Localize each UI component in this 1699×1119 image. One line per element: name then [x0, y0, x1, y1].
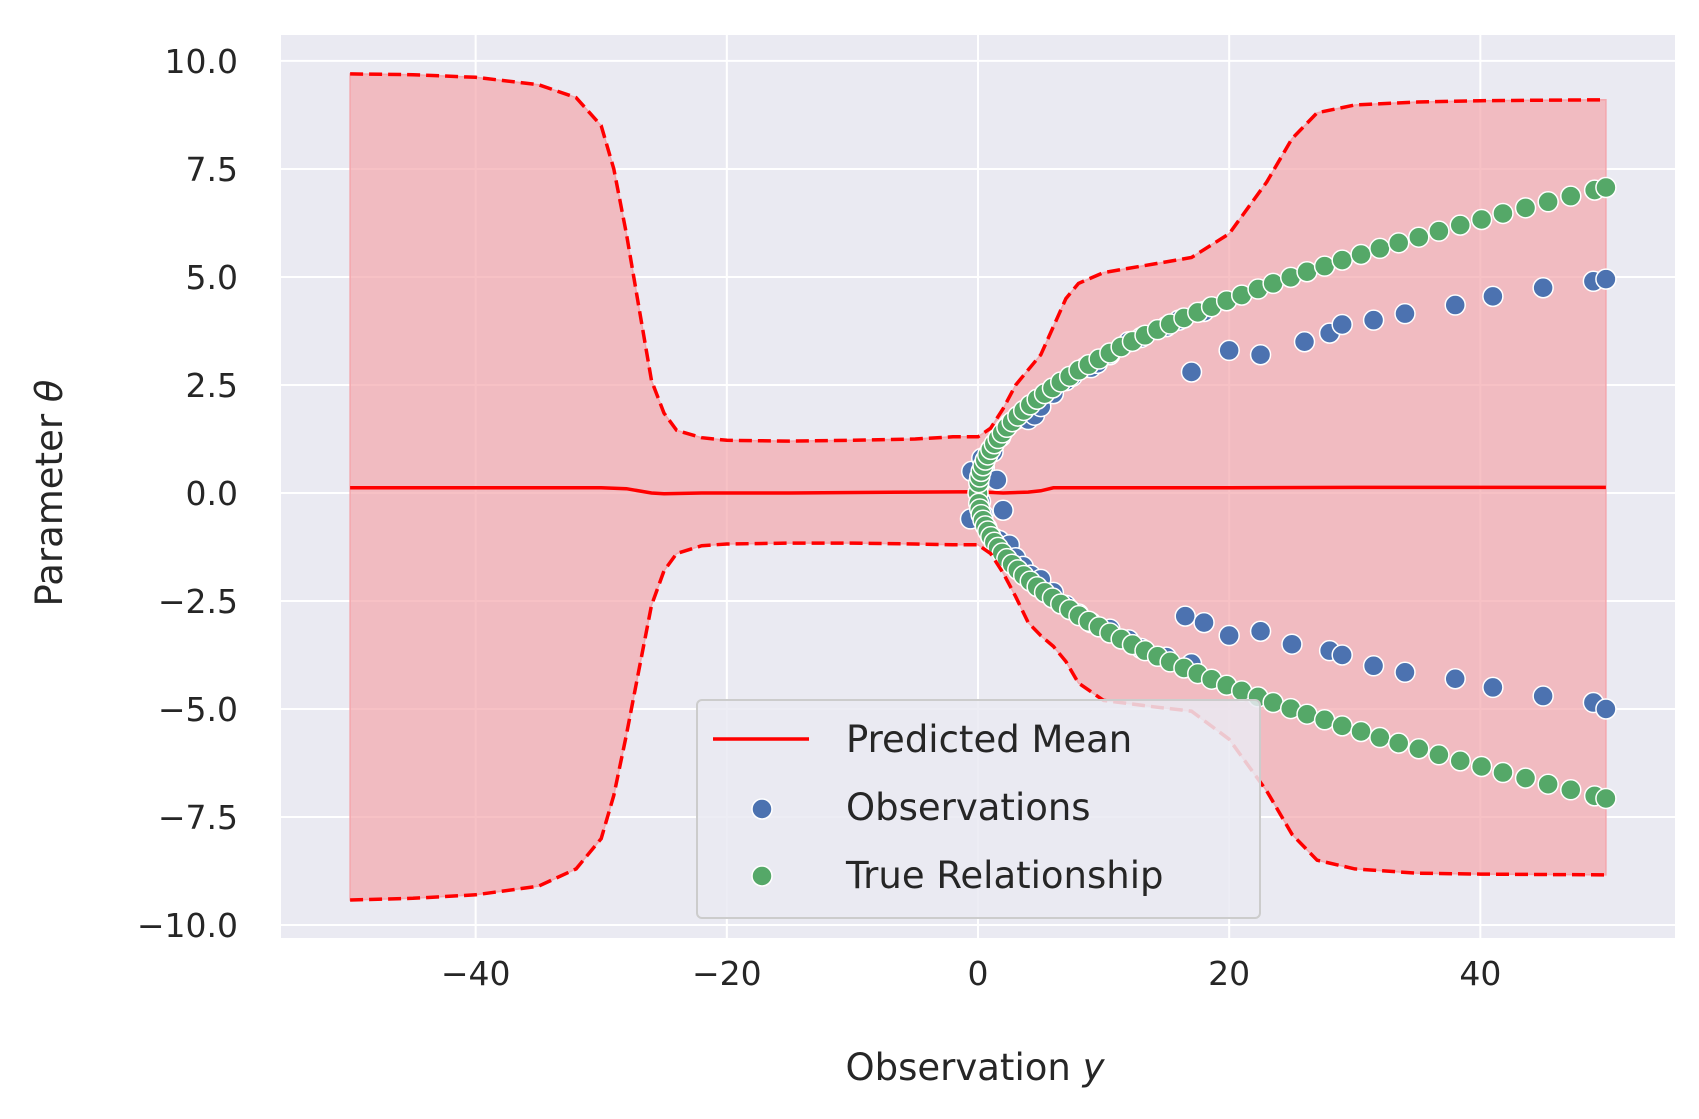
y-axis: 10.0 7.5 5.0 2.5 0.0 −2.5 −5.0 −7.5 −10.0	[137, 42, 238, 945]
true-relationship-point	[1595, 176, 1617, 199]
y-tick-label: −2.5	[158, 582, 238, 621]
observation-point	[1218, 624, 1240, 647]
true-relationship-point	[1492, 202, 1514, 225]
plot-area	[281, 35, 1675, 938]
x-tick-label: 40	[1459, 954, 1501, 993]
y-axis-label-main: Parameter	[28, 402, 71, 606]
x-tick-label: −20	[692, 954, 762, 993]
observation-point	[992, 499, 1014, 522]
true-relationship-point	[1595, 787, 1617, 810]
true-relationship-point	[1369, 726, 1391, 749]
x-axis-label-variable: y	[1082, 1046, 1106, 1089]
true-relationship-point	[1350, 720, 1372, 743]
legend-label-true-relationship: True Relationship	[845, 854, 1163, 897]
true-relationship-point	[1514, 767, 1537, 789]
observation-point	[1532, 685, 1554, 707]
true-relationship-point	[1350, 243, 1372, 266]
true-relationship-point	[1428, 744, 1450, 766]
true-relationship-point	[1470, 755, 1493, 778]
observation-point	[1331, 313, 1353, 336]
legend-box	[696, 699, 1261, 919]
observation-point	[1218, 339, 1240, 362]
legend-label-predicted-mean: Predicted Mean	[846, 718, 1132, 761]
x-axis-label: Observation y	[846, 1046, 1106, 1089]
observation-point	[1532, 277, 1554, 299]
observation-point	[1444, 668, 1466, 690]
legend-dot-true-relationship	[751, 865, 773, 887]
y-tick-label: 0.0	[186, 474, 238, 513]
x-tick-label: 0	[968, 954, 989, 993]
y-tick-label: 10.0	[165, 42, 238, 81]
observation-point	[1180, 361, 1203, 383]
observation-point	[1482, 285, 1504, 308]
true-relationship-point	[1408, 738, 1430, 760]
true-relationship-point	[1331, 715, 1353, 737]
true-relationship-point	[1387, 232, 1410, 254]
y-tick-label: 2.5	[186, 366, 238, 405]
legend-label-observations: Observations	[846, 786, 1091, 829]
observation-point	[1281, 633, 1303, 655]
observation-point	[1394, 661, 1416, 684]
lower-bound-line	[350, 541, 1606, 902]
observation-point	[1331, 644, 1353, 666]
y-tick-label: −10.0	[137, 906, 238, 945]
y-axis-label-variable: θ	[28, 380, 71, 403]
legend: Predicted Mean Observations True Relatio…	[696, 699, 1261, 919]
true-relationship-point	[1369, 237, 1391, 260]
true-relationship-point	[1560, 779, 1582, 801]
observation-point	[1595, 698, 1617, 720]
x-tick-label: −40	[441, 954, 511, 993]
observation-point	[1444, 294, 1466, 316]
x-axis-label-main: Observation	[846, 1046, 1083, 1089]
x-tick-label: 20	[1208, 954, 1250, 993]
y-tick-label: −5.0	[158, 690, 238, 729]
upper-bound-line	[350, 72, 1606, 443]
true-relationship-point	[1560, 185, 1582, 207]
true-relationship-point	[1537, 773, 1559, 795]
x-axis: −40 −20 0 20 40	[441, 954, 1502, 993]
observation-point	[1394, 302, 1416, 325]
y-axis-label: Parameter θ	[28, 380, 71, 607]
observation-point	[1595, 268, 1617, 290]
observation-point	[1362, 655, 1385, 677]
observation-point	[1249, 343, 1272, 366]
true-relationship-point	[1492, 761, 1514, 784]
y-tick-label: −7.5	[158, 798, 238, 837]
true-relationship-point	[1428, 220, 1450, 242]
y-tick-label: 7.5	[186, 150, 238, 189]
legend-dot-observations	[751, 798, 773, 820]
true-relationship-point	[1470, 208, 1493, 231]
true-relationship-point	[1449, 214, 1471, 236]
true-relationship-point	[1449, 750, 1471, 772]
observation-point	[1293, 331, 1316, 353]
observation-point	[1482, 676, 1504, 699]
true-relationship-point	[1387, 732, 1410, 754]
observation-point	[1362, 309, 1385, 331]
true-relationship-point	[1537, 191, 1559, 213]
true-relationship-point	[1408, 226, 1430, 248]
observation-point	[1249, 620, 1272, 642]
observation-point	[1174, 605, 1196, 627]
y-tick-label: 5.0	[186, 258, 238, 297]
observation-point	[1193, 611, 1215, 634]
true-relationship-point	[1514, 197, 1537, 219]
true-relationship-point	[1331, 249, 1353, 271]
